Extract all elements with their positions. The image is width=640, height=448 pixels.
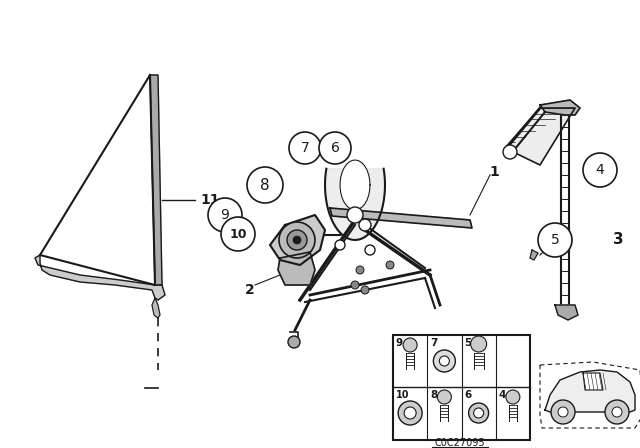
Text: 6: 6 [331,141,339,155]
Circle shape [440,356,449,366]
Circle shape [347,207,363,223]
Text: 10: 10 [396,390,410,400]
Text: 9: 9 [396,338,403,348]
Circle shape [506,390,520,404]
Circle shape [583,153,617,187]
Circle shape [208,198,242,232]
Circle shape [361,286,369,294]
Circle shape [404,407,416,419]
Polygon shape [545,370,635,412]
Circle shape [437,390,451,404]
Text: 8: 8 [430,390,438,400]
Text: 5: 5 [465,338,472,348]
Circle shape [558,407,568,417]
Text: C0C27095: C0C27095 [435,438,485,448]
Bar [393,335,530,440]
Circle shape [468,403,488,423]
Circle shape [319,132,351,164]
Polygon shape [35,255,165,300]
Circle shape [538,223,572,257]
Circle shape [503,145,517,159]
Text: 4: 4 [499,390,506,400]
Circle shape [293,236,301,244]
Circle shape [386,261,394,269]
Polygon shape [530,250,538,260]
Polygon shape [583,373,603,390]
Polygon shape [150,75,162,285]
Text: 9: 9 [221,208,229,222]
Polygon shape [330,208,472,228]
Polygon shape [505,108,575,165]
Polygon shape [325,169,385,240]
Circle shape [289,132,321,164]
Circle shape [247,167,283,203]
Text: 6: 6 [465,390,472,400]
Circle shape [288,336,300,348]
Circle shape [335,240,345,250]
Circle shape [356,266,364,274]
Text: 3: 3 [612,233,623,247]
Text: 7: 7 [301,141,309,155]
Polygon shape [540,100,580,115]
Polygon shape [555,305,578,320]
Circle shape [221,217,255,251]
Text: 8: 8 [260,177,270,193]
Circle shape [351,281,359,289]
Circle shape [403,338,417,352]
Circle shape [365,245,375,255]
Polygon shape [340,160,370,210]
Text: 10: 10 [229,228,247,241]
Text: 4: 4 [596,163,604,177]
Text: 7: 7 [430,338,438,348]
Circle shape [359,219,371,231]
Polygon shape [152,298,160,318]
Circle shape [474,408,484,418]
Circle shape [470,336,486,352]
Polygon shape [278,252,315,285]
Circle shape [398,401,422,425]
Polygon shape [270,215,325,265]
Circle shape [433,350,456,372]
Text: 5: 5 [550,233,559,247]
Circle shape [279,222,315,258]
Text: 1: 1 [489,165,499,179]
Text: 11: 11 [200,193,220,207]
Text: 2: 2 [245,283,255,297]
Circle shape [551,400,575,424]
Circle shape [605,400,629,424]
Circle shape [612,407,622,417]
Circle shape [287,230,307,250]
